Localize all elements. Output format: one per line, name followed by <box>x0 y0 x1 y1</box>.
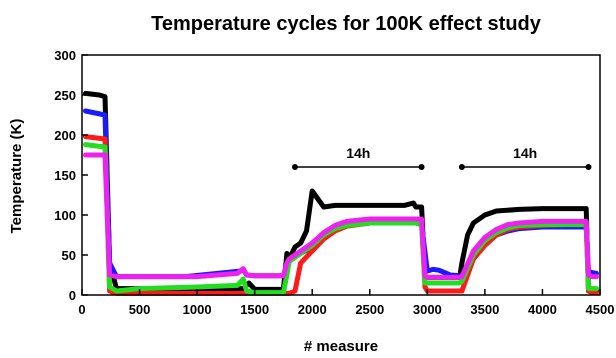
x-tick-label: 0 <box>78 302 85 317</box>
y-tick-label: 50 <box>62 248 76 263</box>
x-tick-label: 4000 <box>528 302 557 317</box>
annotation-dot-start <box>291 164 298 170</box>
x-tick-label: 2000 <box>298 302 327 317</box>
x-tick-label: 2500 <box>355 302 384 317</box>
plot-frame <box>81 54 601 296</box>
y-axis-label: Temperature (K) <box>8 119 25 234</box>
annotation-dot-start <box>458 164 465 170</box>
annotation-dot-end <box>418 164 425 170</box>
series-line-5 <box>83 152 599 280</box>
annotation-dot-end <box>585 164 592 170</box>
y-tick-label: 0 <box>69 288 76 303</box>
annotation-label: 14h <box>346 145 370 161</box>
x-tick-label: 1000 <box>183 302 212 317</box>
x-tick-label: 500 <box>129 302 151 317</box>
chart-title: Temperature cycles for 100K effect study <box>151 13 542 35</box>
series-line-1 <box>83 90 599 294</box>
x-tick-label: 1500 <box>240 302 269 317</box>
series-line-2 <box>83 108 599 280</box>
x-axis-label: # measure <box>304 338 378 355</box>
series-line-4 <box>83 142 599 296</box>
x-tick-label: 3500 <box>470 302 499 317</box>
x-tick-label: 3000 <box>413 302 442 317</box>
annotation-label: 14h <box>513 145 537 161</box>
y-tick-label: 200 <box>54 128 76 143</box>
y-tick-label: 300 <box>54 48 76 63</box>
y-tick-label: 250 <box>54 88 76 103</box>
y-tick-label: 150 <box>54 168 76 183</box>
y-tick-label: 100 <box>54 208 76 223</box>
x-tick-label: 4500 <box>586 302 615 317</box>
